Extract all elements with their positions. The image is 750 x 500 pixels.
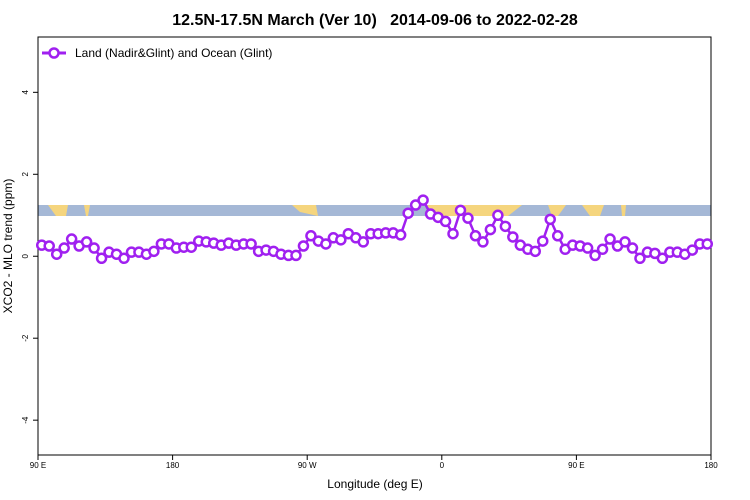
- point: [58, 242, 70, 254]
- land-patch: [292, 205, 318, 216]
- point: [439, 215, 452, 228]
- point: [656, 252, 669, 265]
- point: [118, 252, 130, 265]
- point: [581, 242, 594, 254]
- point: [148, 245, 160, 258]
- point: [469, 230, 482, 242]
- point: [417, 194, 429, 206]
- point: [357, 236, 370, 248]
- y-tick-label: -4: [21, 416, 30, 424]
- point: [604, 233, 616, 245]
- land-patch: [48, 205, 68, 216]
- point: [529, 245, 542, 258]
- y-tick-label: 4: [21, 90, 30, 95]
- point: [402, 207, 414, 219]
- y-tick-label: -2: [21, 334, 30, 342]
- x-tick-label: 90 W: [298, 461, 317, 470]
- point: [454, 204, 467, 217]
- x-tick-label: 180: [166, 461, 180, 470]
- legend-label: Land (Nadir&Glint) and Ocean (Glint): [75, 46, 272, 60]
- x-axis-label: Longitude (deg E): [327, 477, 422, 491]
- x-tick-label: 180: [704, 461, 718, 470]
- point: [185, 241, 198, 253]
- y-axis-label: XCO2 - MLO trend (ppm): [1, 179, 15, 314]
- point: [484, 223, 497, 236]
- point: [619, 236, 631, 248]
- y-tick-label: 2: [21, 172, 30, 177]
- land-patch: [582, 205, 604, 216]
- point: [626, 242, 639, 254]
- point: [394, 229, 407, 241]
- ocean-band: [38, 205, 711, 216]
- point: [305, 230, 317, 242]
- land-ocean-strip: [38, 205, 711, 216]
- point: [701, 238, 714, 250]
- point: [537, 235, 549, 247]
- point: [477, 236, 489, 248]
- point: [50, 248, 63, 260]
- point: [499, 220, 512, 233]
- land-patch: [621, 205, 626, 216]
- point: [80, 236, 93, 248]
- point: [43, 240, 55, 252]
- point: [95, 252, 108, 265]
- land-patch: [84, 205, 90, 216]
- point: [551, 230, 564, 242]
- point: [245, 238, 257, 250]
- point: [589, 249, 601, 262]
- legend-marker: [48, 47, 60, 59]
- point: [65, 233, 78, 245]
- point: [634, 252, 646, 265]
- y-tick-label: 0: [21, 253, 30, 258]
- point: [290, 249, 302, 262]
- point: [686, 244, 699, 256]
- point: [335, 234, 347, 246]
- legend: Land (Nadir&Glint) and Ocean (Glint): [42, 46, 272, 60]
- point: [320, 238, 332, 250]
- point: [297, 240, 310, 252]
- point: [462, 212, 474, 224]
- point: [447, 227, 459, 240]
- point: [88, 242, 100, 254]
- chart-title: 12.5N-17.5N March (Ver 10) 2014-09-06 to…: [172, 12, 578, 29]
- x-tick-label: 0: [440, 461, 445, 470]
- x-tick-label: 90 E: [30, 461, 46, 470]
- point: [492, 209, 504, 222]
- point: [507, 231, 519, 243]
- point: [544, 213, 556, 226]
- x-tick-label: 90 E: [568, 461, 584, 470]
- land-patch: [548, 205, 566, 216]
- point: [596, 243, 609, 256]
